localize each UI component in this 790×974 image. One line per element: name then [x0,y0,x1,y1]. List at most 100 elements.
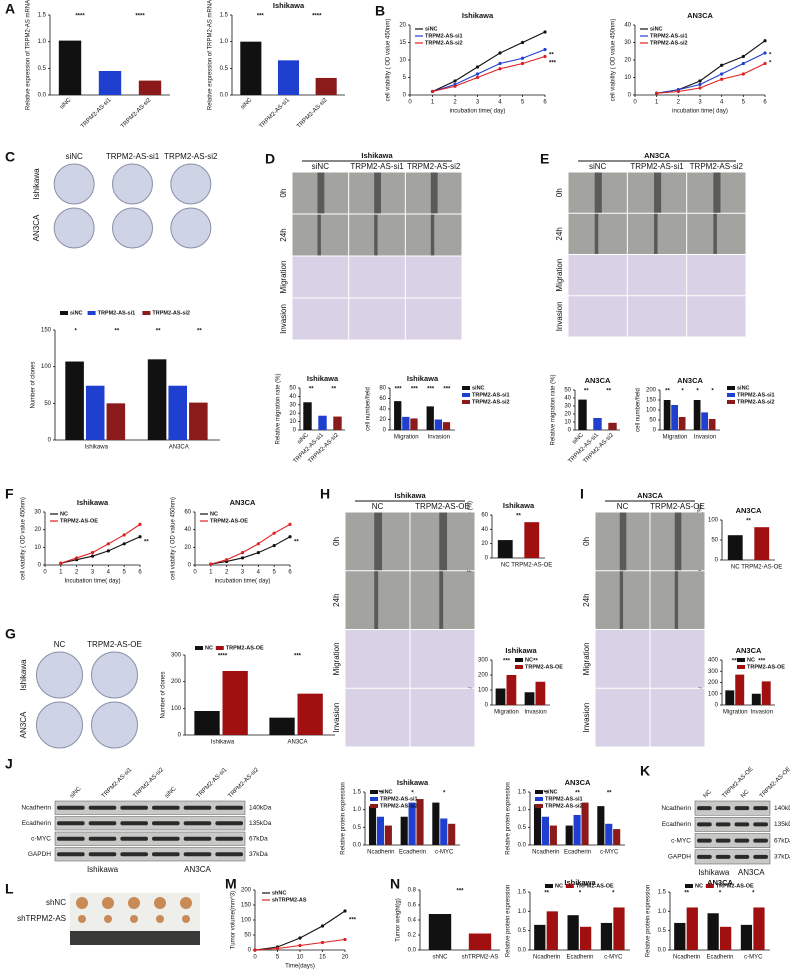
significance: * [769,61,772,67]
y-tick-label: 15 [399,40,406,46]
point [543,47,547,52]
y-tick-label: 300 [171,653,182,659]
tumor [156,915,164,923]
significance: ** [543,791,548,797]
panel-letter: M [225,876,237,892]
bar [495,688,506,705]
significance: ** [684,891,689,897]
scratch [317,214,321,256]
legend-swatch [535,790,543,794]
y-tick-label: 20 [289,411,296,417]
legend-label: siNC [545,789,558,795]
chart-title: Ishikawa [407,374,439,383]
band [697,806,712,811]
micrograph [410,688,475,747]
bar [605,823,613,845]
panel-letter: G [5,626,16,642]
point [520,61,525,66]
row-label: AN3CA [19,711,28,738]
panel-letter: F [5,486,14,502]
y-tick-label: 50 [289,386,296,392]
band [152,852,180,857]
band [715,806,731,811]
x-tick-label: 20 [342,955,349,961]
significance: *** [395,387,403,393]
y-tick-label: 1.0 [38,39,47,45]
point [106,542,110,546]
y-tick-label: 50 [44,401,51,407]
size-label: 67kDa [249,835,268,842]
legend-swatch [370,804,378,808]
y-tick-label: 0.0 [353,843,362,849]
protein-label: c-MYC [31,835,51,842]
x-tick-label: Invasion [428,435,450,441]
tumor [182,915,190,923]
x-tick-label: 4 [720,100,724,106]
row-label: Invasion [332,703,341,733]
scratch [619,571,624,629]
y-tick-label: 0 [48,438,52,444]
point [520,40,525,45]
y-tick-label: 1.5 [38,13,47,19]
bar [671,405,678,430]
y-tick-label: 300 [708,669,719,675]
legend-label: NC [60,511,68,517]
y-tick-label: 200 [171,679,182,685]
legend-swatch [515,658,523,662]
row-label: 0h [582,537,591,546]
y-tick-label: 1.5 [658,890,667,896]
band [152,821,180,826]
legend-swatch [727,386,735,390]
bar [269,717,295,735]
y-tick-label: 0.5 [518,928,527,934]
band [734,854,750,859]
chart-title: Ishikawa [564,878,596,887]
band [88,821,117,826]
bar [168,385,187,440]
point [430,89,435,94]
band [88,836,117,841]
y-tick-label: 40 [481,527,488,533]
y-axis-label: Relative migration rate (%) [276,373,282,444]
y-axis-label: cell viability ( OD value 450nm) [171,497,177,580]
bar [442,422,451,430]
chart-title: Ishikawa [273,1,305,10]
point [698,79,702,83]
legend-swatch [727,400,735,404]
significance: *** [427,387,435,393]
y-tick-label: 30 [624,40,631,46]
column-label: TRPM2-AS-si2 [407,162,461,171]
scratch [430,214,435,256]
bar [194,711,220,735]
y-tick-label: 0 [568,428,572,434]
band [697,822,712,827]
x-tick-label: siNC [59,97,73,111]
line [60,523,141,564]
x-tick-label: 5 [742,100,746,106]
scratch [713,172,721,213]
legend-swatch [737,658,745,662]
significance: * [612,891,615,897]
band [215,852,243,857]
y-tick-label: 0.4 [408,918,417,924]
size-label: 37kDa [249,851,268,858]
significance: **** [312,14,322,20]
y-tick-label: 0.0 [518,948,527,954]
significance: * [769,53,772,59]
y-tick-label: 0 [653,428,657,434]
bar [754,527,770,560]
colony-plate [36,651,83,699]
column-label: NC [617,502,629,511]
point [90,551,95,555]
significance: * [443,791,446,797]
significance: ** [115,329,120,335]
x-tick-label: 4 [498,100,502,106]
line [60,536,141,564]
micrograph [568,296,627,337]
y-tick-label: 100 [708,691,719,697]
x-tick-label: 0 [193,570,197,576]
bar [402,416,410,430]
chart-title: Ishikawa [462,11,494,20]
point [256,551,260,555]
point [122,533,126,537]
